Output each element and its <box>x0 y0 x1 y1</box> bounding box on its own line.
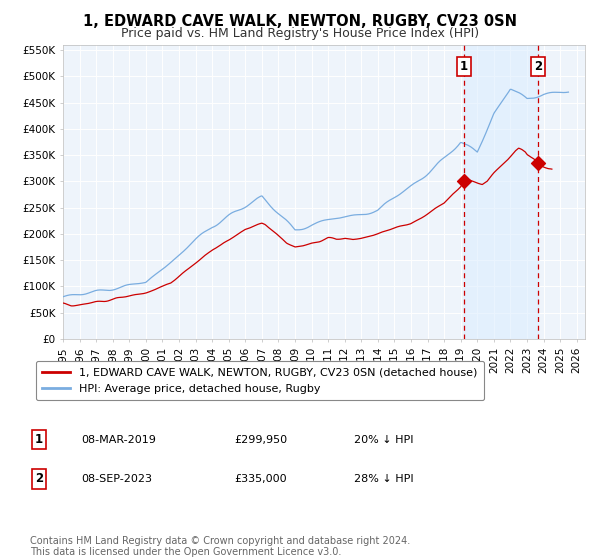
Text: 08-SEP-2023: 08-SEP-2023 <box>81 474 152 484</box>
Text: 1, EDWARD CAVE WALK, NEWTON, RUGBY, CV23 0SN: 1, EDWARD CAVE WALK, NEWTON, RUGBY, CV23… <box>83 14 517 29</box>
Legend: 1, EDWARD CAVE WALK, NEWTON, RUGBY, CV23 0SN (detached house), HPI: Average pric: 1, EDWARD CAVE WALK, NEWTON, RUGBY, CV23… <box>35 361 484 400</box>
Text: 08-MAR-2019: 08-MAR-2019 <box>81 435 156 445</box>
Text: Contains HM Land Registry data © Crown copyright and database right 2024.
This d: Contains HM Land Registry data © Crown c… <box>30 535 410 557</box>
Point <box>459 177 469 186</box>
Text: 28% ↓ HPI: 28% ↓ HPI <box>354 474 413 484</box>
Text: 20% ↓ HPI: 20% ↓ HPI <box>354 435 413 445</box>
Text: Price paid vs. HM Land Registry's House Price Index (HPI): Price paid vs. HM Land Registry's House … <box>121 27 479 40</box>
Text: 2: 2 <box>35 472 43 486</box>
Text: £335,000: £335,000 <box>234 474 287 484</box>
Point <box>533 158 543 167</box>
Text: 1: 1 <box>460 60 468 73</box>
Text: £299,950: £299,950 <box>234 435 287 445</box>
Text: 2: 2 <box>534 60 542 73</box>
Bar <box>464 45 538 339</box>
Text: 1: 1 <box>35 433 43 446</box>
